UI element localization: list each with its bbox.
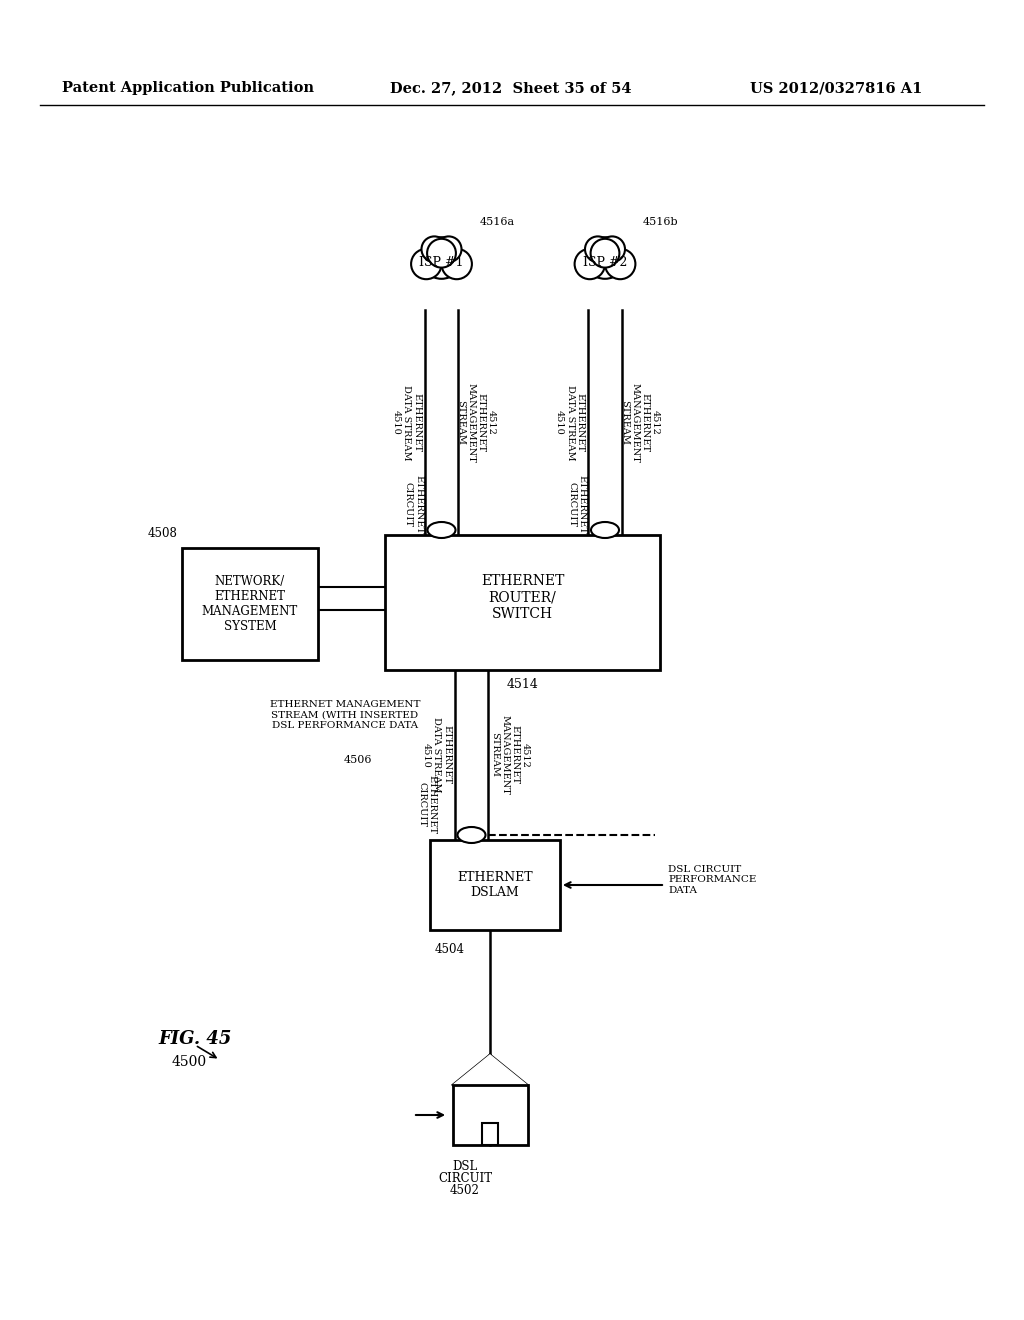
Text: 4514: 4514 (507, 677, 539, 690)
Text: ETHERNET
DATA STREAM
4510: ETHERNET DATA STREAM 4510 (555, 384, 585, 461)
Bar (385, 535, 660, 671)
Bar (430, 840, 560, 931)
Text: Patent Application Publication: Patent Application Publication (62, 81, 314, 95)
Text: 4516a: 4516a (479, 216, 515, 227)
Text: 4508: 4508 (147, 527, 177, 540)
Text: ETHERNET
DATA STREAM
4510: ETHERNET DATA STREAM 4510 (422, 717, 452, 793)
Circle shape (599, 236, 625, 261)
Text: ISP #1: ISP #1 (419, 256, 464, 268)
Circle shape (585, 238, 626, 279)
Text: ISP #2: ISP #2 (583, 256, 627, 268)
Circle shape (574, 248, 605, 280)
Bar (453, 1085, 528, 1144)
Bar (482, 1123, 498, 1144)
Text: DSL: DSL (453, 1160, 477, 1173)
Text: 4502: 4502 (451, 1184, 480, 1197)
Text: 4504: 4504 (435, 942, 465, 956)
Text: DSL CIRCUIT
PERFORMANCE
DATA: DSL CIRCUIT PERFORMANCE DATA (668, 865, 757, 895)
Circle shape (411, 248, 441, 280)
Text: FIG. 45: FIG. 45 (158, 1030, 231, 1048)
Text: NETWORK/
ETHERNET
MANAGEMENT
SYSTEM: NETWORK/ ETHERNET MANAGEMENT SYSTEM (202, 576, 298, 634)
Circle shape (441, 248, 472, 280)
Circle shape (427, 239, 456, 268)
Bar (182, 548, 318, 660)
Text: ETHERNET MANAGEMENT
STREAM (WITH INSERTED
DSL PERFORMANCE DATA: ETHERNET MANAGEMENT STREAM (WITH INSERTE… (269, 700, 420, 730)
Text: 4506: 4506 (344, 755, 373, 766)
Circle shape (422, 236, 447, 261)
Text: 4512
ETHERNET
MANAGEMENT
STREAM: 4512 ETHERNET MANAGEMENT STREAM (489, 715, 530, 795)
Text: CIRCUIT: CIRCUIT (438, 1172, 493, 1185)
Text: US 2012/0327816 A1: US 2012/0327816 A1 (750, 81, 923, 95)
Circle shape (585, 236, 610, 261)
Text: 4500: 4500 (172, 1055, 207, 1069)
Text: ETHERNET
CIRCUIT: ETHERNET CIRCUIT (403, 475, 423, 535)
Text: ETHERNET
CIRCUIT: ETHERNET CIRCUIT (418, 775, 436, 834)
Ellipse shape (458, 828, 485, 843)
Text: ETHERNET
CIRCUIT: ETHERNET CIRCUIT (567, 475, 587, 535)
Circle shape (605, 248, 636, 280)
Circle shape (436, 236, 462, 261)
Text: Dec. 27, 2012  Sheet 35 of 54: Dec. 27, 2012 Sheet 35 of 54 (390, 81, 632, 95)
Ellipse shape (427, 521, 456, 539)
Polygon shape (453, 1055, 527, 1085)
Text: ETHERNET
ROUTER/
SWITCH: ETHERNET ROUTER/ SWITCH (481, 574, 564, 620)
Text: 4512
ETHERNET
MANAGEMENT
STREAM: 4512 ETHERNET MANAGEMENT STREAM (456, 383, 496, 462)
Text: 4516b: 4516b (643, 216, 679, 227)
Circle shape (591, 239, 620, 268)
Ellipse shape (591, 521, 618, 539)
Text: ETHERNET
DSLAM: ETHERNET DSLAM (457, 871, 532, 899)
Text: ETHERNET
DATA STREAM
4510: ETHERNET DATA STREAM 4510 (392, 384, 422, 461)
Text: 4512
ETHERNET
MANAGEMENT
STREAM: 4512 ETHERNET MANAGEMENT STREAM (620, 383, 660, 462)
Circle shape (421, 238, 462, 279)
